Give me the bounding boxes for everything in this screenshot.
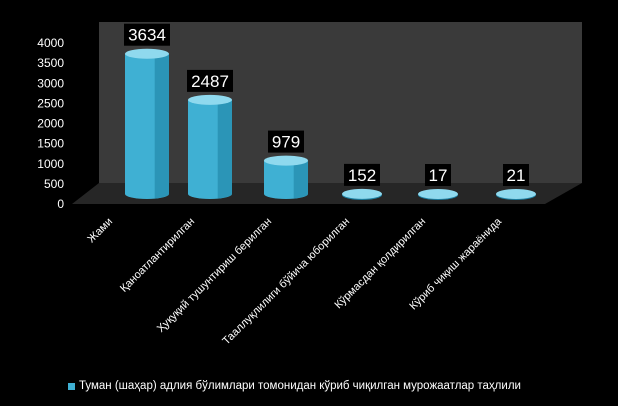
y-tick-label: 2500 [37, 96, 64, 110]
data-label: 21 [507, 166, 526, 185]
bar: 21 [496, 164, 536, 200]
bar-top [418, 189, 458, 199]
y-tick-label: 3500 [37, 56, 64, 70]
bar-top [264, 155, 308, 166]
y-tick-label: 0 [57, 197, 64, 211]
bar-shade [154, 53, 169, 199]
bar-top [342, 188, 382, 199]
bar-top [188, 94, 232, 105]
y-tick-label: 3000 [37, 76, 64, 90]
bar-top [125, 48, 169, 59]
data-label-box [425, 164, 451, 186]
bar-top [496, 189, 536, 199]
data-label: 979 [272, 133, 300, 152]
y-tick-label: 1000 [37, 157, 64, 171]
y-tick-label: 1500 [37, 137, 64, 151]
y-tick-label: 2000 [37, 117, 64, 131]
bar: 979 [264, 130, 308, 199]
y-tick-label: 500 [44, 177, 64, 191]
data-label-box [503, 164, 529, 186]
bar: 17 [418, 164, 458, 200]
bar: 152 [342, 163, 382, 200]
data-label: 2487 [191, 72, 229, 91]
bar-shade [293, 160, 308, 199]
legend: Туман (шаҳар) адлия бўлимлари томонидан … [68, 377, 613, 395]
bar-shade [217, 99, 232, 199]
x-tick-label: Тааллуқлилиги бўйича юборилган [220, 216, 352, 348]
y-tick-label: 4000 [37, 36, 64, 50]
legend-swatch [68, 382, 75, 390]
bars: 3634 2487 979 152 17 21 [124, 23, 536, 200]
data-label: 3634 [128, 26, 166, 45]
data-label-box [187, 69, 233, 92]
data-label: 152 [348, 166, 376, 185]
bar: 3634 [124, 23, 170, 199]
data-label-box [344, 163, 380, 186]
bar: 2487 [187, 69, 233, 199]
y-axis-ticks: 0 500 1000 1500 2000 2500 3000 3500 4000 [37, 36, 64, 211]
back-wall [99, 22, 582, 183]
data-label: 17 [429, 166, 448, 185]
x-tick-label: Жами [85, 216, 115, 246]
data-label-box [268, 130, 304, 153]
data-label-box [124, 23, 170, 46]
x-tick-label: Қаноатлантирилган [118, 216, 197, 295]
legend-label: Туман (шаҳар) адлия бўлимлари томонидан … [79, 380, 521, 392]
